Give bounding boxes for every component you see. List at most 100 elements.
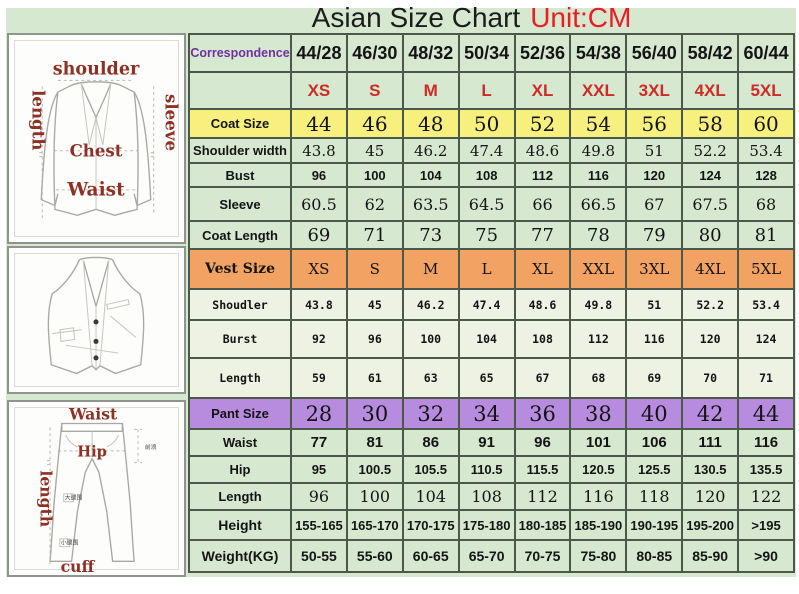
- value-cell: 71: [347, 222, 402, 248]
- value-cell: 49.8: [571, 139, 626, 162]
- value-cell: 52.2: [683, 139, 738, 162]
- row-label: Correspondence: [190, 35, 290, 71]
- jacket-diagram: shoulder length sleeve Chest Waist: [7, 33, 186, 244]
- value-cell: 122: [739, 484, 793, 509]
- value-cell: 108: [459, 164, 514, 186]
- value-cell: 108: [515, 321, 570, 357]
- value-cell: 60.5: [292, 188, 346, 220]
- value-cell: 4XL: [683, 250, 738, 288]
- row-label: Vest Size: [190, 250, 290, 288]
- value-cell: 120: [683, 484, 738, 509]
- value-cell: 79: [627, 222, 682, 248]
- value-cell: 195-200: [683, 511, 738, 539]
- pants-calf-cn-label: 小腿围: [61, 539, 79, 547]
- value-cell: 47.4: [459, 139, 514, 162]
- jacket-length-label: length: [28, 90, 48, 150]
- value-cell: 52: [515, 110, 570, 137]
- value-cell: 95: [292, 457, 346, 482]
- value-cell: 3XL: [627, 73, 682, 108]
- value-cell: 130.5: [683, 457, 738, 482]
- value-cell: 65-70: [459, 541, 514, 571]
- value-cell: 111: [683, 430, 738, 455]
- size-table: Correspondence 44/28 46/30 48/32 50/34 52/36 5…: [188, 33, 795, 573]
- value-cell: L: [459, 250, 514, 288]
- jacket-chest-label: Chest: [70, 141, 123, 161]
- value-cell: 116: [739, 430, 793, 455]
- row-label: Shoulder width: [190, 139, 290, 162]
- row-label: Bust: [190, 164, 290, 186]
- pants-sketch-svg: Waist length Hip cuff 前浪 大腿围 小腿围: [36, 405, 156, 575]
- value-cell: 65: [459, 359, 514, 397]
- value-cell: 49.8: [571, 290, 626, 319]
- value-cell: 45: [347, 139, 402, 162]
- value-cell: 43.8: [292, 139, 346, 162]
- value-cell: 61: [347, 359, 402, 397]
- value-cell: >195: [739, 511, 793, 539]
- value-cell: 53.4: [739, 139, 793, 162]
- value-cell: 125.5: [627, 457, 682, 482]
- value-cell: 100.5: [347, 457, 402, 482]
- row-label: Burst: [190, 321, 290, 357]
- value-cell: 62: [347, 188, 402, 220]
- value-cell: 190-195: [627, 511, 682, 539]
- value-cell: 28: [292, 399, 346, 428]
- title-unit: Unit:CM: [530, 2, 632, 33]
- value-cell: 52.2: [683, 290, 738, 319]
- value-cell: 60/44: [739, 35, 793, 71]
- pants-hip-label: Hip: [77, 444, 107, 461]
- value-cell: 108: [459, 484, 514, 509]
- value-cell: 69: [627, 359, 682, 397]
- value-cell: 155-165: [292, 511, 346, 539]
- value-cell: XXL: [571, 250, 626, 288]
- value-cell: S: [347, 73, 402, 108]
- value-cell: 38: [571, 399, 626, 428]
- value-cell: 59: [292, 359, 346, 397]
- value-cell: 124: [739, 321, 793, 357]
- value-cell: 52/36: [515, 35, 570, 71]
- value-cell: XS: [292, 250, 346, 288]
- value-cell: 68: [571, 359, 626, 397]
- value-cell: S: [347, 250, 402, 288]
- row-label: [190, 73, 290, 108]
- value-cell: 64.5: [459, 188, 514, 220]
- value-cell: 34: [459, 399, 514, 428]
- value-cell: 91: [459, 430, 514, 455]
- row-label: Height: [190, 511, 290, 539]
- value-cell: 47.4: [459, 290, 514, 319]
- title-text: Asian Size Chart: [311, 2, 521, 33]
- value-cell: 120: [683, 321, 738, 357]
- value-cell: 165-170: [347, 511, 402, 539]
- value-cell: 135.5: [739, 457, 793, 482]
- value-cell: 67: [627, 188, 682, 220]
- value-cell: 106: [627, 430, 682, 455]
- value-cell: 5XL: [739, 250, 793, 288]
- value-cell: 58: [683, 110, 738, 137]
- pants-cuff-label: cuff: [61, 557, 96, 575]
- value-cell: 50: [459, 110, 514, 137]
- vest-sketch-svg: [47, 256, 145, 375]
- value-cell: 45: [347, 290, 402, 319]
- value-cell: 51: [627, 139, 682, 162]
- value-cell: 54/38: [571, 35, 626, 71]
- value-cell: 128: [739, 164, 793, 186]
- page-title: Asian Size Chart Unit:CM: [168, 2, 775, 33]
- value-cell: XL: [515, 73, 570, 108]
- value-cell: 77: [292, 430, 346, 455]
- value-cell: 60: [739, 110, 793, 137]
- row-label: Weight(KG): [190, 541, 290, 571]
- value-cell: 112: [571, 321, 626, 357]
- value-cell: 78: [571, 222, 626, 248]
- jacket-sketch-svg: shoulder length sleeve Chest Waist: [28, 58, 181, 220]
- value-cell: 96: [292, 484, 346, 509]
- value-cell: 118: [627, 484, 682, 509]
- value-cell: 58/42: [683, 35, 738, 71]
- row-label: Hip: [190, 457, 290, 482]
- value-cell: 48/32: [403, 35, 458, 71]
- value-cell: 80: [683, 222, 738, 248]
- value-cell: 44: [739, 399, 793, 428]
- value-cell: 70-75: [515, 541, 570, 571]
- value-cell: 100: [347, 164, 402, 186]
- value-cell: 32: [403, 399, 458, 428]
- value-cell: 96: [347, 321, 402, 357]
- value-cell: 116: [627, 321, 682, 357]
